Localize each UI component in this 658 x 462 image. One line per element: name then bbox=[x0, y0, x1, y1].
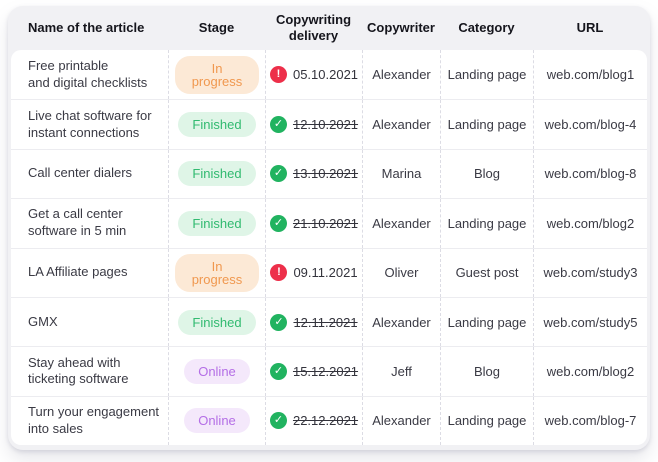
article-name: Call center dialers bbox=[28, 165, 133, 181]
delivery-date: 21.10.2021 bbox=[292, 215, 359, 231]
category-cell: Landing page bbox=[440, 297, 533, 347]
copywriter-cell: Oliver bbox=[362, 248, 440, 297]
copywriter-cell: Alexander bbox=[362, 297, 440, 347]
stage-cell: Online bbox=[168, 396, 265, 445]
column-header-stage: Stage bbox=[198, 19, 235, 35]
copywriter-cell: Alexander bbox=[362, 199, 440, 248]
check-circle-icon: ✓ bbox=[269, 116, 287, 134]
url-cell[interactable]: web.com/blog2 bbox=[533, 199, 647, 248]
article-name: Get a call center software in 5 min bbox=[28, 206, 127, 239]
category-cell: Guest post bbox=[440, 248, 533, 297]
table-row[interactable]: Stay ahead with ticketing software Onlin… bbox=[11, 346, 647, 396]
delivery-cell: ✓ 15.12.2021 bbox=[265, 347, 362, 396]
column-header-category: Category bbox=[458, 19, 515, 35]
stage-cell: Finished bbox=[168, 100, 265, 149]
table-row[interactable]: GMX Finished ✓ 12.11.2021 Alexander Land… bbox=[11, 296, 647, 347]
url-cell[interactable]: web.com/blog2 bbox=[533, 347, 647, 396]
stage-cell: Finished bbox=[168, 199, 265, 248]
delivery-cell: ✓ 12.11.2021 bbox=[265, 297, 362, 347]
delivery-cell: ! 05.10.2021 bbox=[265, 50, 362, 100]
delivery-cell: ✓ 21.10.2021 bbox=[265, 199, 362, 248]
copywriter-cell: Alexander bbox=[362, 50, 440, 100]
category-cell: Landing page bbox=[440, 396, 533, 445]
stage-cell: Finished bbox=[168, 149, 265, 199]
category-cell: Landing page bbox=[440, 199, 533, 248]
url-cell[interactable]: web.com/study5 bbox=[533, 297, 647, 347]
url-cell[interactable]: web.com/blog-7 bbox=[533, 396, 647, 445]
delivery-cell: ✓ 22.12.2021 bbox=[265, 396, 362, 445]
url-cell[interactable]: web.com/study3 bbox=[533, 248, 647, 297]
stage-badge[interactable]: Finished bbox=[178, 210, 256, 236]
delivery-date: 15.12.2021 bbox=[292, 363, 359, 379]
check-circle-icon: ✓ bbox=[269, 412, 287, 430]
alert-circle-icon: ! bbox=[269, 66, 287, 84]
url-cell[interactable]: web.com/blog1 bbox=[533, 50, 647, 100]
copywriter-cell: Marina bbox=[362, 149, 440, 199]
delivery-date: 09.11.2021 bbox=[293, 265, 358, 281]
delivery-date: 12.10.2021 bbox=[292, 117, 359, 133]
content-plan-table-card: Name of the article Stage Copywriting de… bbox=[8, 6, 650, 450]
category-cell: Landing page bbox=[440, 100, 533, 149]
article-name: Live chat software for instant connectio… bbox=[28, 107, 152, 140]
delivery-date: 13.10.2021 bbox=[292, 166, 359, 182]
category-cell: Blog bbox=[440, 347, 533, 396]
stage-badge[interactable]: In progress bbox=[175, 55, 259, 94]
article-name: LA Affiliate pages bbox=[28, 264, 128, 280]
stage-cell: In progress bbox=[168, 248, 265, 297]
stage-badge[interactable]: Finished bbox=[178, 161, 256, 187]
table-row[interactable]: Call center dialers Finished ✓ 13.10.202… bbox=[11, 148, 647, 199]
table-row[interactable]: Free printable and digital checklists In… bbox=[11, 50, 647, 100]
column-header-article-name: Name of the article bbox=[28, 19, 145, 35]
check-circle-icon: ✓ bbox=[270, 313, 288, 331]
stage-badge[interactable]: In progress bbox=[175, 253, 259, 292]
delivery-cell: ✓ 12.10.2021 bbox=[265, 100, 362, 149]
article-name: Stay ahead with ticketing software bbox=[28, 354, 129, 387]
stage-badge[interactable]: Finished bbox=[178, 309, 256, 335]
category-cell: Landing page bbox=[440, 50, 533, 100]
table-row[interactable]: Get a call center software in 5 min Fini… bbox=[11, 198, 647, 248]
check-circle-icon: ✓ bbox=[269, 362, 287, 380]
table-row[interactable]: Turn your engagement into sales Online ✓… bbox=[11, 395, 647, 445]
url-cell[interactable]: web.com/blog-8 bbox=[533, 149, 647, 199]
stage-badge[interactable]: Finished bbox=[178, 112, 256, 138]
copywriter-cell: Alexander bbox=[362, 100, 440, 149]
url-cell[interactable]: web.com/blog-4 bbox=[533, 100, 647, 149]
table-header-row: Name of the article Stage Copywriting de… bbox=[11, 6, 647, 50]
category-cell: Blog bbox=[440, 149, 533, 199]
table-row[interactable]: Live chat software for instant connectio… bbox=[11, 99, 647, 149]
delivery-cell: ! 09.11.2021 bbox=[265, 248, 362, 297]
article-name: Turn your engagement into sales bbox=[28, 403, 160, 436]
column-header-copywriting-delivery: Copywriting delivery bbox=[275, 11, 352, 43]
check-circle-icon: ✓ bbox=[269, 165, 287, 183]
delivery-date: 22.12.2021 bbox=[292, 413, 359, 429]
delivery-date: 05.10.2021 bbox=[292, 67, 359, 83]
alert-circle-icon: ! bbox=[270, 264, 288, 282]
stage-badge[interactable]: Online bbox=[184, 358, 250, 384]
delivery-date: 12.11.2021 bbox=[293, 314, 358, 330]
stage-badge[interactable]: Online bbox=[184, 408, 250, 434]
copywriter-cell: Alexander bbox=[362, 396, 440, 445]
table-body: Free printable and digital checklists In… bbox=[11, 50, 647, 445]
article-name: GMX bbox=[28, 313, 58, 329]
article-name: Free printable and digital checklists bbox=[28, 57, 148, 90]
table-row[interactable]: LA Affiliate pages In progress ! 09.11.2… bbox=[11, 247, 647, 297]
check-circle-icon: ✓ bbox=[269, 214, 287, 232]
stage-cell: Finished bbox=[168, 297, 265, 347]
stage-cell: In progress bbox=[168, 50, 265, 100]
column-header-copywriter: Copywriter bbox=[367, 19, 435, 35]
delivery-cell: ✓ 13.10.2021 bbox=[265, 149, 362, 199]
copywriter-cell: Jeff bbox=[362, 347, 440, 396]
column-header-url: URL bbox=[576, 19, 604, 35]
stage-cell: Online bbox=[168, 347, 265, 396]
